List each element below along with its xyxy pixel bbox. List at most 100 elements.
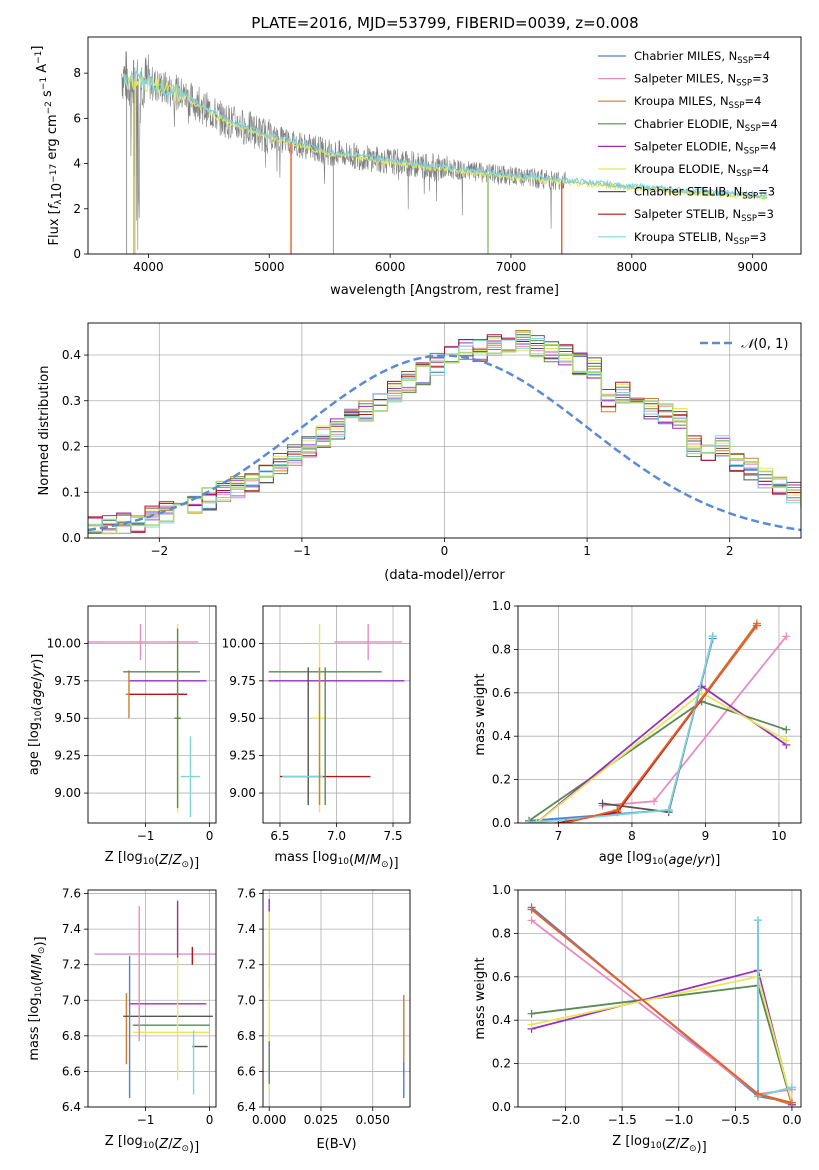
label-part: Z: [172, 1137, 183, 1152]
legend-label: Chabrier MILES, NSSP=4: [634, 49, 770, 66]
weight-series: [531, 908, 793, 1104]
legend-sub: SSP: [741, 214, 757, 224]
label-part: 10: [338, 857, 350, 867]
label-part: 10: [50, 183, 65, 200]
legend-label: Salpeter ELODIE, NSSP=4: [634, 139, 777, 156]
weight-marker: [664, 805, 673, 814]
label-part: 10: [34, 710, 44, 722]
label-part: 10: [650, 1141, 662, 1151]
label-part: (: [30, 706, 45, 711]
y-tick-label: 4: [73, 157, 81, 171]
label-part: log: [123, 850, 143, 865]
y-tick-label: 7.6: [62, 887, 81, 901]
legend-text: Chabrier ELODIE, N: [634, 117, 745, 131]
x-tick-label: 2: [726, 544, 734, 558]
y-tick-label: 0.4: [62, 348, 81, 362]
normal-curve: [88, 354, 801, 532]
label-part: /: [30, 965, 45, 970]
plot-area: [263, 890, 410, 1107]
label-part: s: [40, 90, 55, 101]
y-tick-label: 9.25: [229, 749, 256, 763]
label-part: Z: [172, 853, 183, 868]
weight-series: [757, 920, 793, 1098]
weight-series: [535, 691, 787, 823]
y-tick-label: 6: [73, 111, 81, 125]
y-tick-label: 9.75: [54, 674, 81, 688]
y-tick-label: 7.4: [62, 922, 81, 936]
model-spectrum: [122, 72, 768, 201]
x-tick-label: −1: [137, 1113, 155, 1127]
legend-label: Kroupa ELODIE, NSSP=4: [634, 162, 769, 179]
label-part: M: [30, 970, 45, 981]
y-tick-label: 0.3: [62, 394, 81, 408]
label-part: (: [154, 1137, 159, 1152]
label-part: age: [30, 681, 45, 705]
y-tick-label: 1.0: [492, 883, 511, 897]
plot-area: [121, 51, 768, 254]
weight-marker: [753, 1089, 762, 1098]
weight-marker: [613, 805, 622, 814]
y-tick-label: 6.8: [237, 1029, 256, 1043]
y-tick-label: 7.2: [62, 958, 81, 972]
label-part: erg cm: [45, 114, 60, 163]
weight-series: [602, 636, 714, 814]
y-tick-label: 9.50: [229, 711, 256, 725]
label-part: )]: [33, 936, 48, 946]
label-part: ]: [30, 46, 45, 51]
y-axis-label: Flux [fλ10−17 erg cm−2 s−1 A−1]: [30, 46, 65, 246]
x-tick-label: 9000: [737, 260, 768, 274]
label-part: (: [30, 981, 45, 986]
label-part: mass weight: [473, 957, 488, 1039]
x-tick-label: 8: [628, 829, 636, 843]
label-part: /: [168, 1137, 173, 1152]
mass-vs-metallicity-panel: −1 06.46.66.87.07.27.47.6Z [log10(Z/Z⊙)]m…: [27, 887, 217, 1155]
weight-series: [535, 685, 787, 823]
weight-series: [531, 919, 793, 1095]
legend-text: =4: [760, 139, 777, 153]
weight-series: [528, 638, 714, 822]
label-part: )]: [697, 1140, 707, 1155]
label-part: ⊙: [381, 860, 389, 870]
x-tick-label: 7.5: [383, 829, 402, 843]
label-part: Z: [679, 1137, 690, 1152]
label-part: Z [: [105, 850, 123, 865]
y-tick-label: 0.2: [62, 440, 81, 454]
y-tick-label: 0.0: [492, 1100, 511, 1114]
label-part: 10: [143, 857, 155, 867]
y-tick-label: 0.2: [492, 773, 511, 787]
legend-text: Kroupa ELODIE, N: [634, 162, 736, 176]
legend-label: Chabrier STELIB, NSSP=3: [634, 185, 775, 202]
x-tick-label: −1.5: [608, 1113, 637, 1127]
label-part: 10: [34, 986, 44, 998]
label-part: )]: [388, 856, 398, 871]
label-part: age [: [27, 742, 42, 775]
label-part: mass [: [27, 1017, 42, 1060]
label-part: −17: [49, 164, 59, 183]
data-point: [88, 623, 199, 660]
axes-frame: [87, 36, 802, 255]
data-point: [174, 628, 181, 809]
x-axis-label: Z [log10(Z/Z⊙)]: [105, 850, 199, 871]
label-part: )]: [30, 654, 45, 664]
y-axis-label: mass weight: [473, 957, 488, 1039]
x-axis-label: age [log10(age/yr)]: [599, 850, 721, 868]
plot-area: [518, 606, 801, 823]
y-tick-label: 0.4: [492, 729, 511, 743]
label-part: yr: [696, 853, 712, 868]
figure-title: PLATE=2016, MJD=53799, FIBERID=0039, z=0…: [251, 14, 638, 32]
legend-text: Chabrier STELIB, N: [634, 185, 742, 199]
x-axis-label: E(B-V): [316, 1137, 356, 1152]
y-tick-label: 9.50: [54, 711, 81, 725]
axes-frame: [87, 889, 217, 1108]
y-tick-label: 0.4: [492, 1013, 511, 1027]
legend-text: =4: [753, 49, 770, 63]
legend-label: 𝒩(0, 1): [741, 337, 788, 352]
label-part: age [: [599, 850, 632, 865]
x-tick-label: −1: [293, 544, 311, 558]
plot-area: [88, 606, 216, 823]
label-part: log: [318, 850, 338, 865]
label-part: −1: [34, 51, 44, 64]
label-part: 10: [652, 857, 664, 867]
